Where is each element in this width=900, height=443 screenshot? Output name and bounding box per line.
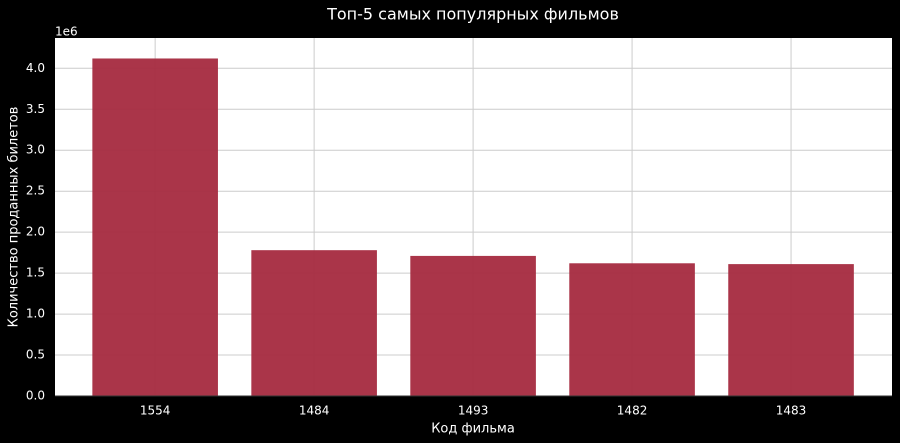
y-tick-label: 1.5: [26, 266, 45, 280]
y-tick-label: 1.0: [26, 307, 45, 321]
bar: [569, 263, 695, 396]
x-tick-label: 1482: [617, 404, 648, 418]
y-tick-label: 0.0: [26, 389, 45, 403]
y-offset-label: 1e6: [55, 25, 78, 39]
y-tick-label: 2.0: [26, 225, 45, 239]
bar: [251, 250, 377, 396]
chart-title: Топ-5 самых популярных фильмов: [326, 5, 619, 24]
y-axis-label: Количество проданных билетов: [7, 107, 22, 328]
y-tick-label: 3.5: [26, 102, 45, 116]
x-tick-label: 1483: [776, 404, 807, 418]
y-tick-label: 4.0: [26, 61, 45, 75]
x-axis-label: Код фильма: [431, 422, 515, 437]
x-tick-label: 1484: [299, 404, 330, 418]
bar: [410, 255, 536, 396]
bar: [92, 58, 218, 396]
bar: [728, 264, 854, 396]
y-tick-label: 2.5: [26, 184, 45, 198]
x-tick-label: 1554: [140, 404, 171, 418]
x-tick-label: 1493: [458, 404, 489, 418]
y-tick-label: 3.0: [26, 143, 45, 157]
y-tick-label: 0.5: [26, 348, 45, 362]
